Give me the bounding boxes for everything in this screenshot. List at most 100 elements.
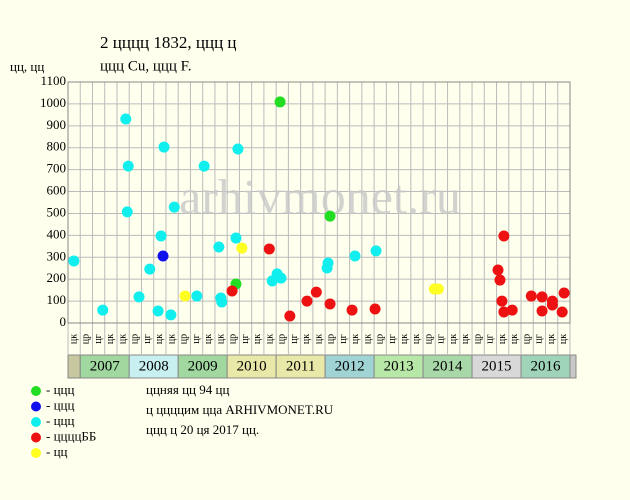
data-point	[68, 255, 80, 267]
quarter-label: цг	[436, 334, 447, 343]
year-label: 2016	[531, 358, 562, 374]
data-point	[165, 309, 177, 321]
data-point	[556, 306, 568, 318]
note: ц ццццим цца ARHIVMONET.RU	[146, 402, 334, 417]
quarter-label: цр	[472, 334, 483, 344]
legend-label: - ццц	[46, 382, 74, 397]
legend-marker	[31, 401, 41, 412]
y-tick-label: 1100	[40, 73, 66, 88]
data-point	[492, 264, 504, 276]
quarter-label: цк	[399, 334, 410, 344]
data-point	[496, 295, 508, 307]
data-point	[274, 96, 286, 108]
quarter-label: цр	[81, 334, 92, 344]
quarter-label: цр	[179, 334, 190, 344]
data-point	[494, 274, 506, 286]
year-label: 2013	[384, 358, 414, 374]
data-point	[432, 283, 444, 295]
quarter-label: цг	[93, 334, 104, 343]
legend-marker	[31, 386, 41, 396]
data-point	[191, 290, 203, 302]
y-tick-label: 100	[47, 292, 67, 307]
data-point	[346, 304, 358, 316]
data-point	[232, 143, 244, 155]
chart-subtitle: ццц Cu, ццц F.	[100, 58, 192, 74]
chart-title: 2 цццц 1832, ццц ц	[100, 33, 237, 52]
y-tick-label: 800	[47, 139, 67, 154]
legend-label: - цц	[46, 444, 68, 459]
quarter-label: цк	[252, 334, 263, 344]
data-point	[144, 263, 156, 275]
data-point	[155, 230, 167, 242]
data-point	[179, 290, 191, 302]
quarter-label: цк	[203, 334, 214, 344]
year-label: 2015	[482, 358, 512, 374]
data-point	[536, 291, 548, 303]
data-point	[230, 232, 242, 244]
y-axis-label: цц, цц	[10, 59, 44, 74]
data-point	[369, 303, 381, 315]
data-point	[310, 286, 322, 298]
year-row-start	[67, 354, 81, 379]
year-row-end	[569, 354, 577, 379]
quarter-label: цг	[191, 334, 202, 343]
quarter-label: цк	[166, 334, 177, 344]
quarter-label: цг	[485, 334, 496, 343]
data-point	[558, 287, 570, 299]
quarter-row	[67, 322, 571, 356]
year-label: 2012	[335, 358, 365, 374]
quarter-label: цк	[313, 334, 324, 344]
y-tick-label: 900	[47, 117, 67, 132]
data-point	[324, 210, 336, 222]
data-point	[525, 290, 537, 302]
data-point	[133, 291, 145, 303]
plot-frame	[67, 81, 571, 324]
data-point	[284, 310, 296, 322]
quarter-label: цк	[411, 334, 422, 344]
year-label: 2007	[90, 358, 121, 374]
data-point	[536, 305, 548, 317]
quarter-label: цр	[326, 334, 337, 344]
quarter-label: цк	[448, 334, 459, 344]
data-point	[216, 296, 228, 308]
quarter-label: цк	[105, 334, 116, 344]
quarter-label: цр	[423, 334, 434, 344]
quarter-label: цк	[460, 334, 471, 344]
y-tick-label: 200	[47, 270, 67, 285]
note: ццняя цц 94 цц	[146, 382, 229, 397]
y-tick-label: 400	[47, 226, 67, 241]
data-point	[498, 306, 510, 318]
watermark: arhivmonet.ru	[179, 168, 461, 224]
data-point	[226, 285, 238, 297]
data-point	[263, 243, 275, 255]
quarter-label: цг	[387, 334, 398, 343]
data-point	[275, 272, 287, 284]
data-point	[121, 206, 133, 218]
quarter-label: цг	[240, 334, 251, 343]
data-point	[198, 160, 210, 172]
y-tick-label: 300	[47, 248, 67, 263]
year-label: 2011	[286, 358, 315, 374]
quarter-label: цр	[228, 334, 239, 344]
quarter-label: цк	[350, 334, 361, 344]
quarter-label: цр	[375, 334, 386, 344]
quarter-label: цр	[130, 334, 141, 344]
data-point	[157, 250, 169, 262]
legend-label: - ццц	[46, 397, 74, 412]
y-tick-label: 0	[60, 314, 67, 329]
legend-marker	[31, 417, 41, 427]
quarter-label: цг	[142, 334, 153, 343]
quarter-label: цр	[277, 334, 288, 344]
quarter-label: цк	[301, 334, 312, 344]
data-point	[370, 245, 382, 257]
quarter-label: цк	[154, 334, 165, 344]
quarter-label: цк	[117, 334, 128, 344]
data-point	[122, 160, 134, 172]
year-label: 2009	[188, 358, 218, 374]
y-tick-label: 500	[47, 204, 67, 219]
data-point	[168, 201, 180, 213]
legend-marker	[31, 448, 41, 458]
legend-label: - ццццББ	[46, 428, 96, 443]
quarter-label: цк	[546, 334, 557, 344]
